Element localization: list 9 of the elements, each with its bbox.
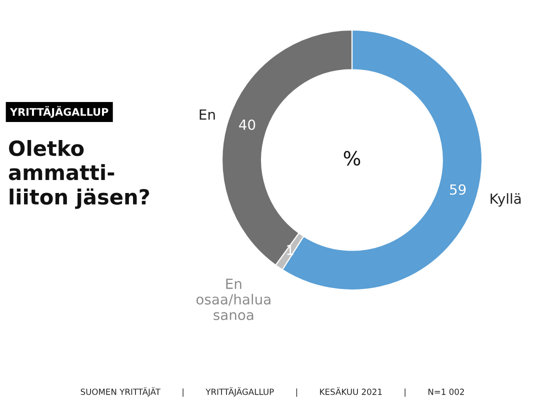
data-label: 40	[239, 119, 256, 130]
slice-label: En osaa/halua sanoa	[196, 278, 270, 320]
slice-label: Kyllä	[490, 193, 521, 207]
text: Oletko ammatti- liiton jäsen?	[8, 140, 150, 209]
slice-label: En	[200, 110, 215, 120]
text: %	[344, 150, 360, 166]
data-label: 59	[450, 184, 466, 195]
text: SUOMEN YRITTÄJÄT | YRITTÄJÄGALLUP | KESÄKUU 2021 | N=1 002	[80, 387, 464, 397]
text: YRITTÄJÄGALLUP	[10, 106, 108, 118]
